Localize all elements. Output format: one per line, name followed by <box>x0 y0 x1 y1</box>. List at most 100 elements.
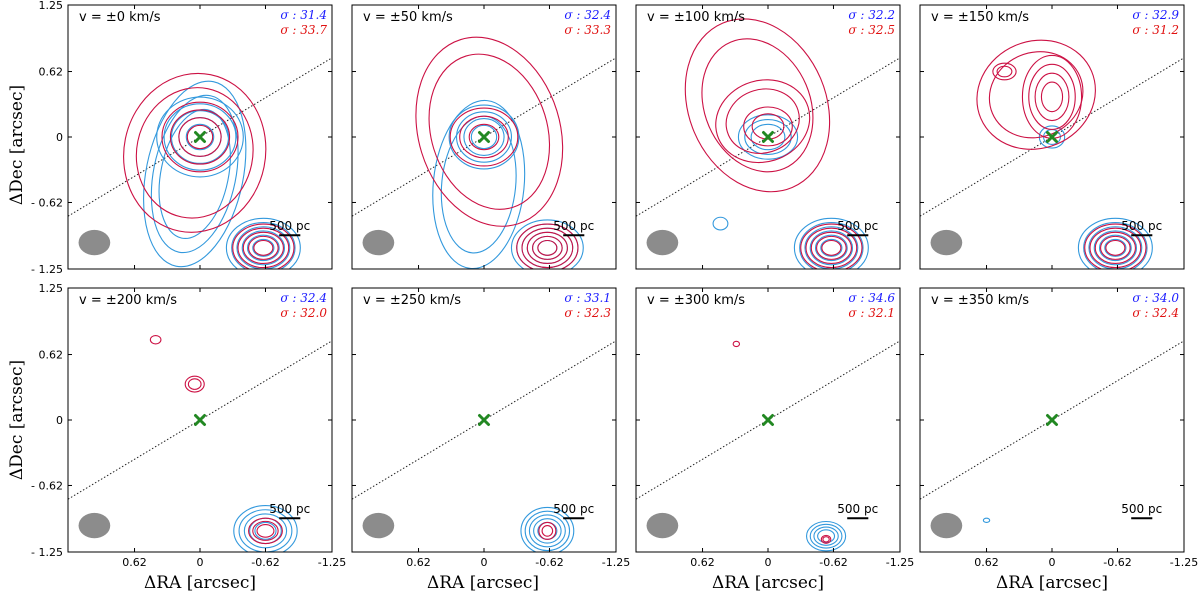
blue-contour <box>814 234 848 262</box>
x-tick-label: 0 <box>481 556 488 569</box>
beam-ellipse <box>78 512 111 539</box>
red-contour <box>996 65 1013 78</box>
y-tick-label: 0 <box>56 131 63 144</box>
y-tick-label: 0.62 <box>39 66 64 79</box>
red-contour <box>701 38 814 173</box>
red-contour <box>449 107 519 167</box>
pa-line <box>636 340 900 500</box>
panel-plot-area: 500 pc <box>636 18 900 269</box>
x-tick-label: 0 <box>197 556 204 569</box>
red-contour <box>178 117 222 157</box>
blue-contour <box>805 520 847 552</box>
panel-plot-area: 500 pc <box>920 340 1184 539</box>
panel-plot-area: 500 pc <box>352 340 616 552</box>
blue-contour <box>150 94 239 254</box>
x-tick-label: -0.62 <box>1103 556 1131 569</box>
blue-contour <box>143 80 247 268</box>
blue-contour <box>236 226 291 269</box>
panel-8: 500 pc v = ±350 km/s σ : 34.0σ : 32.4 0.62 0… <box>919 287 1198 569</box>
sigma-red-label: σ : 33.3 <box>564 23 611 37</box>
blue-contour <box>231 221 296 269</box>
scale-bar-label: 500 pc <box>269 219 310 233</box>
blue-contour <box>744 119 792 155</box>
blue-contour <box>1093 230 1138 266</box>
scale-bar-label: 500 pc <box>837 502 878 516</box>
red-contour <box>732 340 741 348</box>
red-contour <box>149 334 162 345</box>
blue-contour <box>737 114 799 160</box>
x-tick-label: -1.25 <box>1170 556 1198 569</box>
blue-contour <box>233 504 298 552</box>
beam-ellipse <box>362 512 395 539</box>
red-contour <box>184 375 205 393</box>
x-tick-label: 0.62 <box>122 556 147 569</box>
red-contour <box>988 51 1084 139</box>
blue-contour <box>1083 221 1148 269</box>
blue-contour <box>185 123 215 151</box>
blue-contour <box>455 111 513 163</box>
blue-contour <box>163 103 237 171</box>
panel-plot-area: 500 pc <box>68 57 332 269</box>
red-contour <box>810 231 852 265</box>
x-axis-title-1: ΔRA [arcsec] <box>144 573 256 593</box>
blue-contour <box>1098 234 1132 262</box>
blue-contour <box>793 217 869 269</box>
blue-contour <box>241 230 286 266</box>
velocity-label: v = ±0 km/s <box>79 10 161 25</box>
beam-ellipse <box>646 512 679 539</box>
nucleus-marker <box>1046 414 1058 426</box>
pa-line <box>68 340 332 500</box>
red-contour <box>743 106 793 147</box>
sigma-red-label: σ : 32.3 <box>564 306 611 320</box>
red-contour <box>253 239 274 256</box>
pa-line <box>352 57 616 217</box>
nucleus-marker <box>1046 131 1058 143</box>
pa-line <box>636 57 900 217</box>
blue-contour <box>254 521 277 540</box>
red-contour <box>1028 63 1076 130</box>
red-contour <box>821 239 842 256</box>
scale-bar-label: 500 pc <box>1121 502 1162 516</box>
sigma-blue-label: σ : 34.0 <box>1132 291 1179 305</box>
red-contour <box>459 115 509 159</box>
red-contour <box>242 231 284 265</box>
velocity-label: v = ±200 km/s <box>79 293 177 308</box>
red-contour <box>537 239 558 256</box>
scale-bar-label: 500 pc <box>553 502 594 516</box>
panel-2: 500 pc v = ±50 km/s σ : 32.4σ : 33.3 <box>351 4 617 270</box>
panel-6: 500 pc v = ±250 km/s σ : 33.1σ : 32.3 0.62 0… <box>351 287 630 569</box>
blue-contour <box>750 123 786 151</box>
y-tick-label: 0 <box>56 414 63 427</box>
nucleus-marker <box>478 414 490 426</box>
pa-line <box>352 340 616 500</box>
blue-contour <box>252 238 275 257</box>
panel-4: 500 pc v = ±150 km/s σ : 32.9σ : 31.2 <box>919 4 1185 270</box>
y-tick-label: 1.25 <box>39 282 64 295</box>
red-contour <box>169 109 231 165</box>
scale-bar-label: 500 pc <box>269 502 310 516</box>
panel-plot-area: 500 pc <box>68 334 332 552</box>
red-contour <box>1100 235 1131 260</box>
red-contour <box>1084 223 1147 269</box>
x-axis-title-4: ΔRA [arcsec] <box>996 573 1108 593</box>
red-contour <box>715 79 811 164</box>
sigma-blue-label: σ : 31.4 <box>280 8 327 22</box>
x-tick-label: 0.62 <box>974 556 999 569</box>
red-contour <box>468 123 500 151</box>
pa-line <box>920 340 1184 500</box>
blue-contour <box>1104 238 1127 257</box>
x-tick-label: -1.25 <box>318 556 346 569</box>
red-contour <box>684 18 831 193</box>
red-contour <box>532 235 563 260</box>
y-tick-label: - 1.25 <box>31 263 63 276</box>
blue-contour <box>510 219 584 269</box>
panel-1: 500 pc v = ±0 km/s σ : 31.4σ : 33.7 1.25 0.6… <box>31 0 333 276</box>
red-contour <box>820 534 832 544</box>
x-tick-label: -0.62 <box>251 556 279 569</box>
y-tick-label: 1.25 <box>39 0 64 12</box>
red-contour <box>992 62 1017 81</box>
sigma-blue-label: σ : 32.9 <box>1132 8 1179 22</box>
red-contour <box>123 72 267 233</box>
blue-contour <box>820 238 843 257</box>
sigma-red-label: σ : 32.5 <box>848 23 895 37</box>
